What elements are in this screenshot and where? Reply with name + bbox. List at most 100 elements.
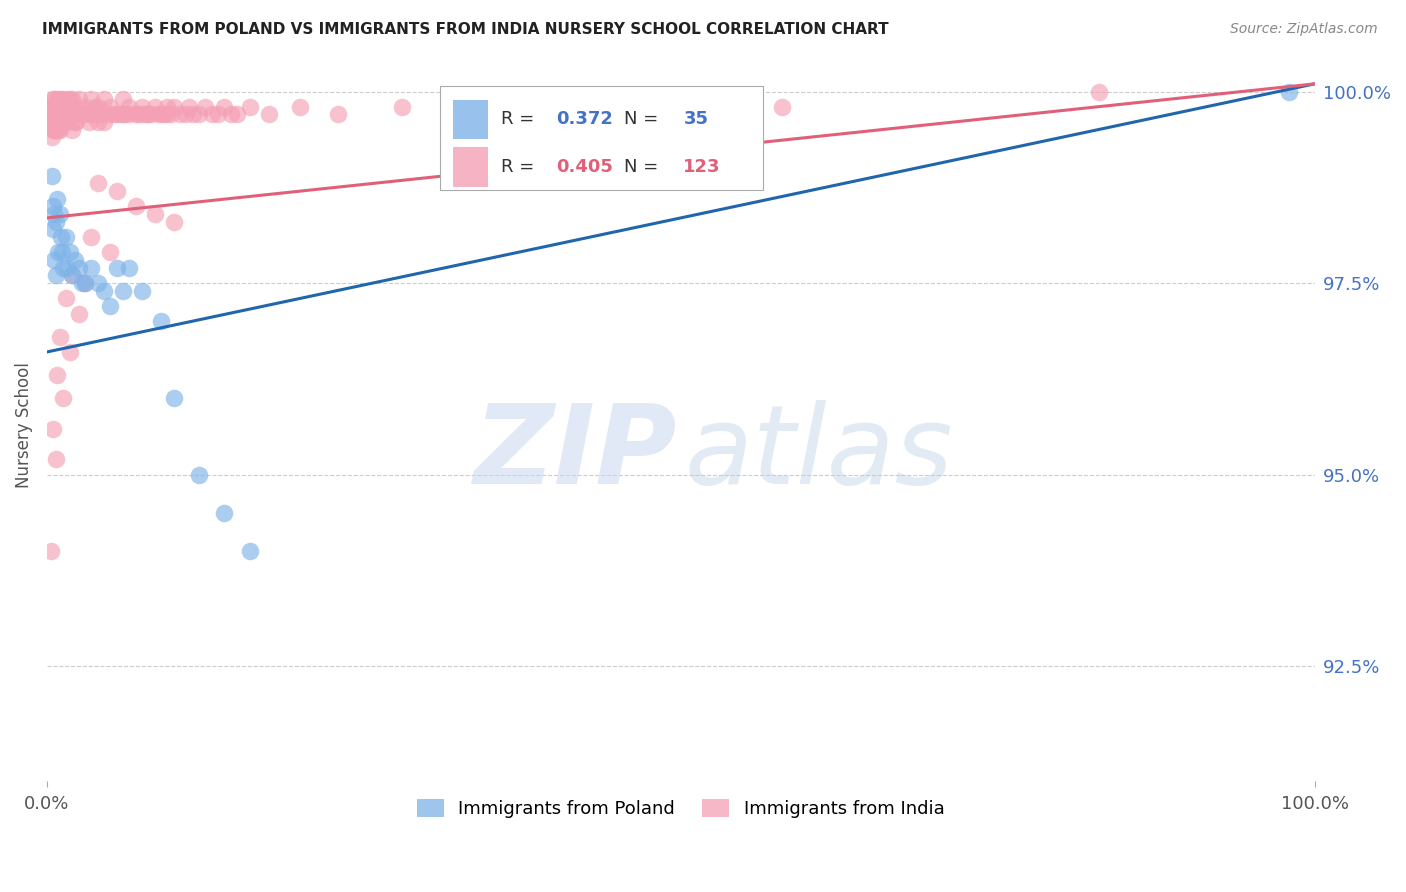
- Point: [41, 169, 63, 183]
- Point: [124, 199, 146, 213]
- Point: [163, 391, 186, 405]
- Text: 0.372: 0.372: [557, 111, 613, 128]
- Point: [80, 260, 103, 275]
- Point: [101, 107, 124, 121]
- Point: [42, 421, 65, 435]
- Point: [60, 268, 83, 283]
- Point: [44, 92, 66, 106]
- Point: [51, 107, 73, 121]
- Bar: [453, 147, 488, 186]
- Point: [45, 100, 67, 114]
- Legend: Immigrants from Poland, Immigrants from India: Immigrants from Poland, Immigrants from …: [409, 791, 952, 825]
- Point: [45, 268, 67, 283]
- Point: [207, 107, 229, 121]
- Point: [163, 100, 186, 114]
- Point: [98, 100, 121, 114]
- Point: [110, 107, 132, 121]
- Point: [136, 107, 159, 121]
- Point: [84, 100, 107, 114]
- Text: 35: 35: [683, 111, 709, 128]
- Point: [67, 307, 90, 321]
- Point: [59, 245, 82, 260]
- Point: [98, 245, 121, 260]
- Point: [42, 199, 65, 213]
- Point: [135, 107, 157, 121]
- Point: [73, 276, 96, 290]
- Point: [46, 123, 69, 137]
- Point: [148, 107, 170, 121]
- Point: [42, 92, 65, 106]
- Point: [169, 107, 191, 121]
- Point: [46, 123, 69, 137]
- Point: [72, 276, 94, 290]
- FancyBboxPatch shape: [440, 87, 763, 190]
- Point: [48, 123, 70, 137]
- Point: [139, 107, 162, 121]
- Point: [86, 276, 108, 290]
- Point: [60, 123, 83, 137]
- Point: [143, 100, 166, 114]
- Text: N =: N =: [624, 111, 664, 128]
- Point: [89, 107, 111, 121]
- Point: [56, 260, 79, 275]
- Point: [49, 100, 72, 114]
- Point: [127, 107, 149, 121]
- Point: [39, 100, 62, 114]
- Point: [46, 192, 69, 206]
- Point: [93, 92, 115, 106]
- Point: [290, 100, 312, 114]
- Text: ZIP: ZIP: [474, 400, 676, 507]
- Point: [63, 100, 86, 114]
- Point: [76, 107, 98, 121]
- Point: [41, 130, 63, 145]
- Point: [53, 107, 76, 121]
- Point: [44, 107, 66, 121]
- Point: [150, 314, 173, 328]
- Point: [105, 184, 128, 198]
- Point: [156, 100, 179, 114]
- Point: [152, 107, 174, 121]
- Point: [1088, 85, 1111, 99]
- Point: [46, 100, 69, 114]
- Point: [105, 107, 128, 121]
- Point: [67, 92, 90, 106]
- Point: [42, 107, 65, 121]
- Point: [65, 115, 87, 129]
- Point: [48, 207, 70, 221]
- Point: [201, 107, 224, 121]
- Point: [111, 107, 134, 121]
- Point: [42, 222, 65, 236]
- Point: [770, 100, 793, 114]
- Point: [454, 100, 477, 114]
- Point: [42, 123, 65, 137]
- Point: [328, 107, 350, 121]
- Point: [52, 115, 75, 129]
- Point: [391, 100, 413, 114]
- Point: [111, 284, 134, 298]
- Point: [41, 100, 63, 114]
- Point: [73, 276, 96, 290]
- Point: [48, 92, 70, 106]
- Point: [98, 299, 121, 313]
- Point: [52, 100, 75, 114]
- Point: [46, 245, 69, 260]
- Point: [214, 506, 236, 520]
- Point: [59, 92, 82, 106]
- Y-axis label: Nursery School: Nursery School: [15, 362, 32, 488]
- Point: [188, 467, 211, 482]
- Point: [45, 215, 67, 229]
- Point: [118, 100, 141, 114]
- Point: [77, 115, 100, 129]
- Point: [114, 107, 136, 121]
- Point: [194, 100, 217, 114]
- Point: [188, 107, 211, 121]
- Point: [86, 100, 108, 114]
- Point: [131, 107, 153, 121]
- Point: [568, 100, 591, 114]
- Bar: [453, 100, 488, 139]
- Point: [118, 260, 141, 275]
- Point: [219, 107, 242, 121]
- Point: [49, 230, 72, 244]
- Point: [55, 107, 77, 121]
- Point: [124, 107, 146, 121]
